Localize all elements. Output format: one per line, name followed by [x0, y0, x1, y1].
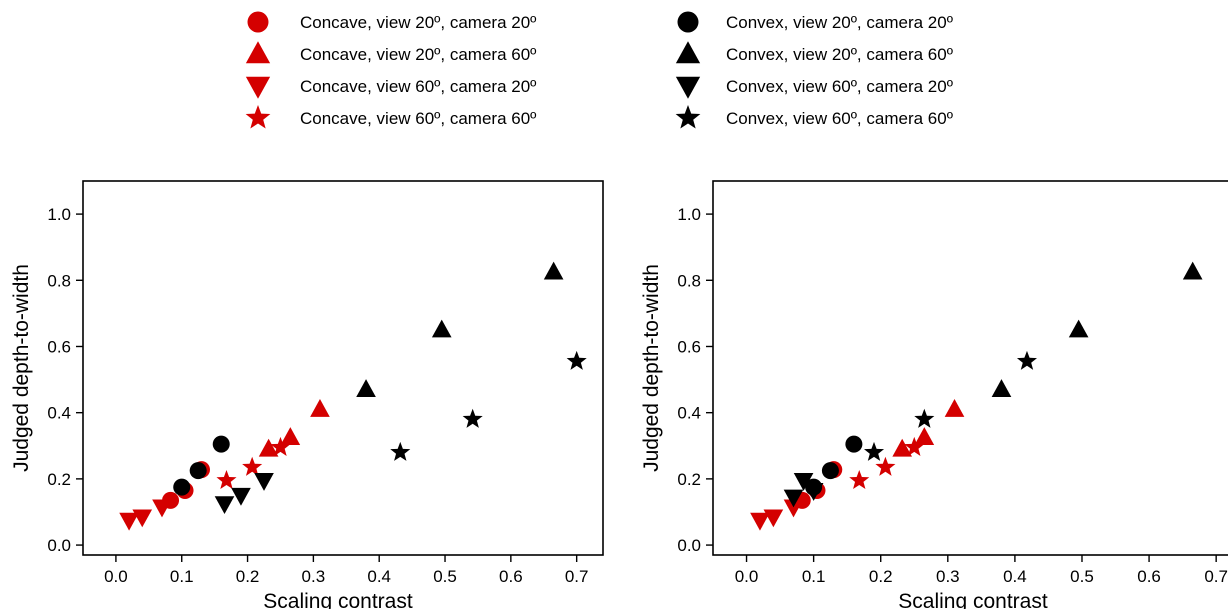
data-point-concave-triangle-up: [914, 427, 935, 446]
legend: Concave, view 20º, camera 20º Concave, vi…: [245, 11, 953, 129]
right-scatter-panel: 0.0 0.1 0.2 0.3 0.4 0.5 0.6 0.7 0.0 0.2 0.4 0.6 0.8 1…: [640, 180, 1228, 609]
data-point-convex-circle: [173, 478, 191, 496]
x-tick-label: 0.6: [499, 567, 523, 586]
data-point-concave-star: [904, 436, 925, 456]
legend-label: Convex, view 60º, camera 20º: [726, 77, 953, 96]
data-point-convex-triangle-down: [231, 487, 251, 506]
x-tick-label: 0.1: [802, 567, 826, 586]
data-point-concave-triangle-up: [280, 427, 301, 446]
data-point-convex-triangle-up: [543, 261, 564, 280]
legend-marker-triangle-up: [245, 41, 271, 64]
x-tick-label: 0.5: [433, 567, 457, 586]
data-point-convex-star: [462, 408, 483, 428]
data-point-concave-triangle-up: [310, 399, 330, 417]
data-point-convex-circle: [845, 435, 863, 453]
data-point-concave-triangle-up: [258, 438, 279, 457]
data-point-convex-star: [566, 350, 587, 370]
data-point-convex-circle: [212, 435, 230, 453]
y-tick-label: 0.0: [677, 536, 701, 555]
x-tick-label: 0.2: [869, 567, 893, 586]
y-axis-title: Judged depth-to-width: [640, 264, 663, 472]
x-tick-label: 0.3: [302, 567, 326, 586]
x-tick-label: 0.7: [1204, 567, 1228, 586]
data-point-concave-star: [242, 456, 263, 476]
x-tick-label: 0.4: [1003, 567, 1027, 586]
x-tick-label: 0.0: [104, 567, 128, 586]
x-tick-label: 0.2: [236, 567, 260, 586]
y-tick-label: 0.6: [677, 337, 701, 356]
data-point-concave-triangle-down: [763, 509, 784, 528]
y-tick-label: 0.8: [677, 271, 701, 290]
y-tick-label: 0.0: [47, 536, 71, 555]
x-tick-label: 0.6: [1137, 567, 1161, 586]
plot-frame: [712, 180, 1228, 556]
legend-marker-circle: [247, 11, 269, 33]
x-tick-label: 0.0: [735, 567, 759, 586]
data-point-convex-star: [914, 408, 935, 428]
data-point-concave-star: [875, 456, 896, 476]
legend-label: Concave, view 20º, camera 60º: [300, 45, 536, 64]
legend-marker-triangle-down: [245, 76, 271, 99]
data-point-convex-triangle-up: [991, 379, 1012, 398]
legend-marker-triangle-down: [675, 76, 701, 99]
legend-label: Concave, view 60º, camera 60º: [300, 109, 536, 128]
x-axis-title: Scaling contrast: [263, 590, 413, 609]
legend-label: Concave, view 20º, camera 20º: [300, 13, 536, 32]
data-point-concave-triangle-down: [750, 512, 770, 531]
data-point-concave-triangle-down: [783, 499, 804, 518]
legend-label: Convex, view 20º, camera 20º: [726, 13, 953, 32]
y-tick-label: 0.4: [677, 404, 701, 423]
data-point-concave-star: [216, 469, 237, 490]
y-tick-label: 1.0: [47, 205, 71, 224]
y-tick-label: 0.2: [47, 470, 71, 489]
legend-marker-star: [245, 104, 271, 129]
data-point-convex-triangle-down: [783, 489, 804, 508]
data-point-convex-circle: [821, 462, 839, 480]
y-tick-label: 0.2: [677, 470, 701, 489]
data-point-convex-star: [863, 441, 885, 461]
data-point-convex-triangle-down: [214, 496, 235, 515]
y-axis-title: Judged depth-to-width: [10, 264, 33, 472]
data-point-convex-triangle-down: [803, 482, 824, 501]
plot-frame: [82, 180, 604, 556]
data-point-concave-triangle-down: [152, 499, 172, 518]
x-tick-label: 0.7: [565, 567, 589, 586]
left-scatter-panel: 0.0 0.1 0.2 0.3 0.4 0.5 0.6 0.7 0.0 0.2 0.4 0.6 0.8 1…: [10, 180, 604, 609]
data-point-concave-triangle-down: [132, 509, 153, 528]
data-point-convex-triangle-down: [254, 473, 274, 491]
legend-marker-circle: [677, 11, 699, 33]
data-point-convex-triangle-up: [1068, 319, 1089, 338]
legend-marker-star: [675, 104, 701, 129]
data-point-convex-triangle-down: [793, 473, 814, 491]
data-point-concave-triangle-up: [944, 399, 965, 417]
data-point-concave-triangle-down: [119, 512, 139, 531]
data-point-convex-triangle-up: [431, 319, 452, 338]
data-point-convex-star: [390, 441, 411, 461]
x-axis-title: Scaling contrast: [898, 590, 1048, 609]
y-tick-label: 1.0: [677, 205, 701, 224]
y-tick-label: 0.4: [47, 404, 71, 423]
legend-marker-triangle-up: [675, 41, 701, 64]
legend-label: Concave, view 60º, camera 20º: [300, 77, 536, 96]
legend-label: Convex, view 20º, camera 60º: [726, 45, 953, 64]
x-tick-label: 0.4: [367, 567, 391, 586]
data-point-convex-triangle-up: [1182, 261, 1203, 280]
data-point-convex-triangle-up: [356, 379, 376, 398]
data-point-convex-circle: [189, 462, 207, 480]
x-tick-label: 0.3: [936, 567, 960, 586]
data-point-concave-star: [270, 436, 291, 456]
y-tick-label: 0.8: [47, 271, 71, 290]
data-point-convex-star: [1016, 350, 1037, 370]
y-tick-label: 0.6: [47, 337, 71, 356]
data-point-concave-triangle-up: [892, 438, 913, 457]
legend-label: Convex, view 60º, camera 60º: [726, 109, 953, 128]
data-point-concave-star: [849, 469, 870, 490]
x-tick-label: 0.5: [1070, 567, 1094, 586]
x-tick-label: 0.1: [170, 567, 194, 586]
